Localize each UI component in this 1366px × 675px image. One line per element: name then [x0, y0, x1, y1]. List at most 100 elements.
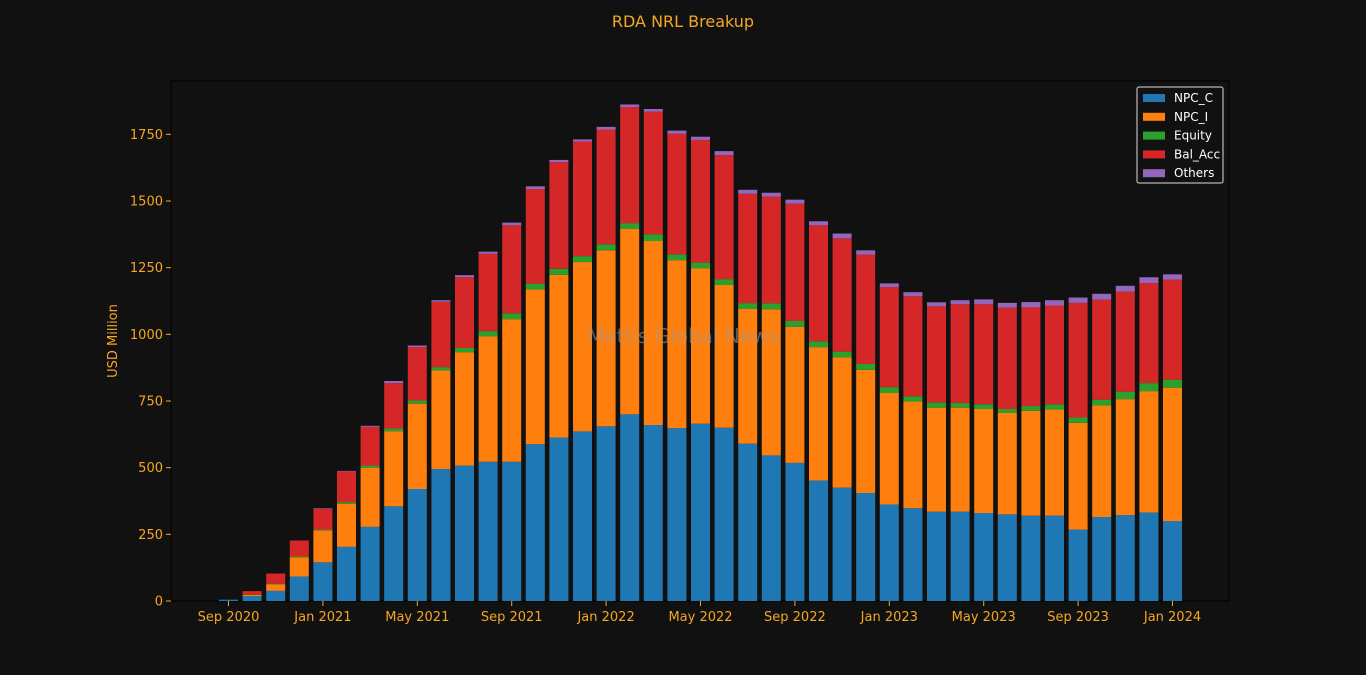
bar-npc-c-2023-12 [1139, 512, 1159, 601]
bar-npc-i-2023-01 [879, 393, 899, 505]
legend-swatch-npc-c [1143, 94, 1165, 102]
x-tick-label: Jan 2023 [860, 610, 918, 625]
bar-equity-2022-05 [691, 262, 710, 269]
bar-bal-acc-2022-11 [832, 238, 852, 352]
bar-others-2023-03 [927, 302, 946, 307]
bar-equity-2022-10 [809, 341, 828, 348]
legend-label-others: Others [1174, 166, 1214, 180]
bar-npc-i-2021-12 [573, 262, 592, 432]
bar-npc-i-2023-02 [903, 401, 923, 509]
y-tick-label: 1000 [130, 328, 163, 343]
legend-box [1136, 86, 1224, 184]
bar-others-2022-09 [785, 199, 805, 204]
bar-npc-c-2023-07 [1021, 515, 1041, 601]
bar-equity-2022-04 [667, 254, 687, 261]
bar-npc-c-2021-03 [360, 526, 380, 601]
bar-bal-acc-2022-03 [643, 111, 663, 235]
bar-bal-acc-2021-05 [407, 347, 427, 401]
bar-bal-acc-2023-04 [950, 304, 970, 403]
bar-npc-i-2023-04 [950, 407, 970, 512]
bar-npc-i-2020-11 [266, 584, 286, 591]
bar-others-2021-09 [502, 222, 522, 226]
bar-bal-acc-2022-10 [809, 225, 828, 342]
bar-bal-acc-2023-06 [997, 307, 1017, 409]
bar-bal-acc-2021-06 [431, 301, 451, 368]
bar-others-2023-09 [1068, 297, 1088, 303]
bar-npc-i-2022-09 [785, 326, 805, 463]
bar-npc-c-2022-11 [832, 487, 852, 601]
bar-others-2021-11 [549, 159, 569, 163]
y-tick-label: 1500 [130, 195, 163, 210]
y-tick-label: 1750 [130, 128, 163, 143]
x-tick-label: Sep 2023 [1047, 610, 1109, 625]
bar-bal-acc-2021-12 [573, 141, 592, 257]
bar-equity-2021-01 [313, 529, 333, 531]
bar-npc-c-2020-11 [266, 590, 286, 601]
bar-npc-i-2024-01 [1163, 387, 1182, 521]
bar-others-2022-01 [596, 126, 616, 130]
bar-bal-acc-2022-02 [620, 107, 640, 224]
bar-bal-acc-2021-04 [384, 383, 404, 429]
bar-bal-acc-2023-03 [927, 306, 946, 403]
bar-equity-2022-02 [620, 223, 640, 229]
bar-bal-acc-2023-07 [1021, 307, 1041, 407]
bar-bal-acc-2022-06 [714, 155, 734, 280]
bar-bal-acc-2024-01 [1163, 279, 1182, 380]
bar-equity-2023-02 [903, 396, 923, 402]
bar-equity-2023-04 [950, 402, 970, 408]
bar-npc-c-2021-04 [384, 506, 404, 601]
x-tick-label: Jan 2021 [293, 610, 351, 625]
bar-npc-i-2023-12 [1139, 391, 1159, 513]
bar-bal-acc-2023-02 [903, 296, 923, 397]
bar-bal-acc-2021-07 [455, 277, 474, 348]
bar-npc-c-2021-01 [313, 562, 333, 601]
bar-equity-2023-07 [1021, 406, 1041, 411]
bar-npc-c-2022-07 [738, 443, 758, 601]
bar-npc-i-2021-05 [407, 403, 427, 489]
bar-npc-i-2022-06 [714, 285, 734, 428]
bar-others-2023-02 [903, 292, 923, 297]
bar-equity-2021-03 [360, 465, 380, 468]
bar-others-2021-05 [407, 345, 427, 348]
bar-others-2021-10 [525, 186, 545, 189]
legend-label-npc-i: NPC_I [1174, 110, 1208, 124]
bar-npc-i-2023-08 [1045, 409, 1064, 516]
bar-equity-2021-09 [502, 313, 522, 320]
bar-equity-2021-08 [478, 331, 498, 337]
bar-npc-i-2023-10 [1092, 405, 1112, 517]
bar-npc-c-2021-11 [549, 437, 569, 601]
bar-npc-c-2020-10 [242, 596, 262, 601]
bar-bal-acc-2021-02 [337, 471, 356, 503]
bar-npc-i-2020-12 [289, 557, 309, 577]
bar-bal-acc-2023-10 [1092, 299, 1112, 400]
bar-npc-i-2020-10 [242, 594, 262, 597]
bar-others-2023-05 [974, 299, 994, 305]
bar-npc-i-2023-09 [1068, 422, 1088, 530]
bar-npc-c-2022-05 [691, 423, 710, 601]
bar-npc-i-2021-10 [525, 289, 545, 445]
x-tick-label: Jan 2024 [1143, 610, 1201, 625]
bar-others-2023-12 [1139, 277, 1159, 284]
bar-others-2023-06 [997, 302, 1017, 308]
bar-npc-i-2022-01 [596, 250, 616, 427]
y-tick-label: 0 [155, 595, 163, 610]
bar-others-2021-02 [337, 470, 356, 472]
legend-swatch-equity [1143, 131, 1165, 140]
bar-others-2022-05 [691, 136, 710, 140]
bar-bal-acc-2023-01 [879, 287, 899, 388]
bar-bal-acc-2023-05 [974, 304, 994, 405]
y-tick-label: 1250 [130, 261, 163, 276]
bar-npc-i-2022-05 [691, 268, 710, 424]
bar-npc-c-2021-10 [525, 444, 545, 601]
bar-others-2022-02 [620, 104, 640, 108]
bar-others-2021-07 [455, 275, 474, 278]
legend-swatch-bal-acc [1143, 150, 1165, 159]
y-axis-label: USD Million [106, 304, 121, 378]
bar-npc-c-2021-07 [455, 465, 474, 601]
bar-npc-c-2022-12 [856, 493, 876, 601]
bar-npc-i-2023-05 [974, 409, 994, 513]
bar-equity-2020-12 [289, 556, 309, 558]
bar-bal-acc-2020-12 [289, 540, 309, 557]
bar-equity-2021-06 [431, 367, 451, 371]
